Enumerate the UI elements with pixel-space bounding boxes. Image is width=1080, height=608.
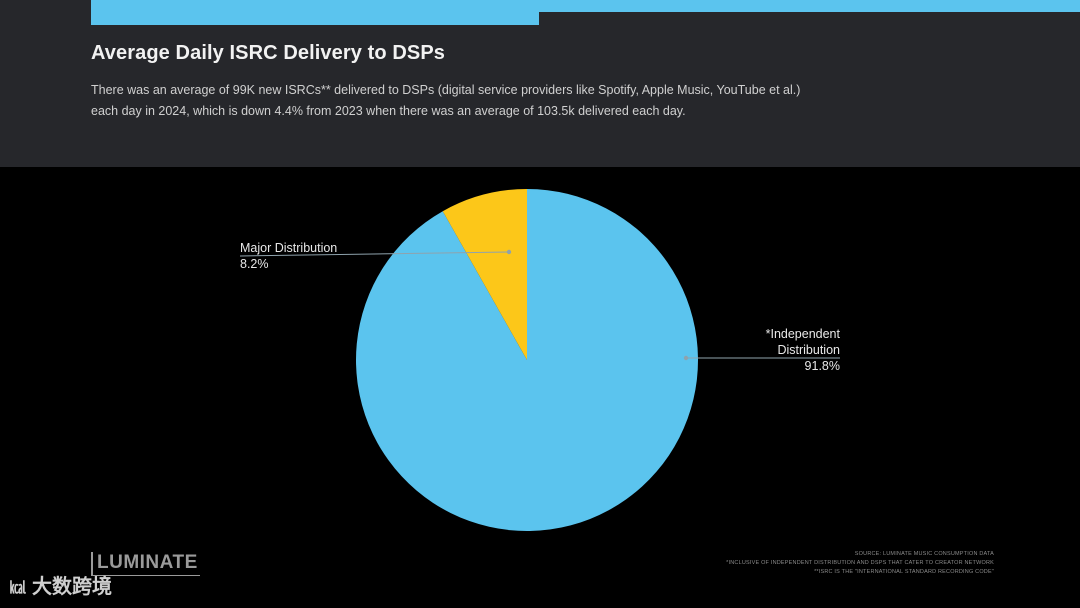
footnote-isrc: **ISRC IS THE "INTERNATIONAL STANDARD RE…: [814, 569, 994, 575]
subtitle-line-1: There was an average of 99K new ISRCs** …: [91, 83, 801, 97]
independent-distribution-name-line-2: Distribution: [777, 343, 840, 357]
footnote-independent: *INCLUSIVE OF INDEPENDENT DISTRIBUTION A…: [726, 560, 994, 566]
independent-distribution-name-line-1: *Independent: [765, 327, 840, 341]
accent-bar: [91, 0, 539, 25]
luminate-logo: LUMINATE: [91, 552, 200, 576]
major-distribution-name: Major Distribution: [240, 241, 338, 255]
page-title: Average Daily ISRC Delivery to DSPs: [91, 42, 446, 64]
watermark-icon: ㎉: [10, 580, 27, 597]
leader-line-major: [239, 249, 512, 257]
accent-bar-thin: [539, 0, 1080, 12]
watermark-text: 大数跨境: [32, 576, 113, 598]
footnotes: SOURCE: LUMINATE MUSIC CONSUMPTION DATA …: [726, 550, 994, 577]
independent-distribution-value: 91.8%: [804, 359, 840, 373]
page-subtitle: There was an average of 99K new ISRCs** …: [91, 80, 851, 121]
major-distribution-label: Major Distribution 8.2%: [240, 240, 337, 272]
leader-line-independent: [683, 355, 840, 361]
independent-distribution-label: *Independent Distribution 91.8%: [766, 326, 840, 374]
header-panel: [0, 0, 1080, 167]
footnote-source: SOURCE: LUMINATE MUSIC CONSUMPTION DATA: [854, 551, 994, 557]
major-distribution-value: 8.2%: [240, 257, 269, 271]
pie-slice-major-distribution[interactable]: [442, 189, 527, 360]
subtitle-line-2: each day in 2024, which is down 4.4% fro…: [91, 103, 686, 118]
